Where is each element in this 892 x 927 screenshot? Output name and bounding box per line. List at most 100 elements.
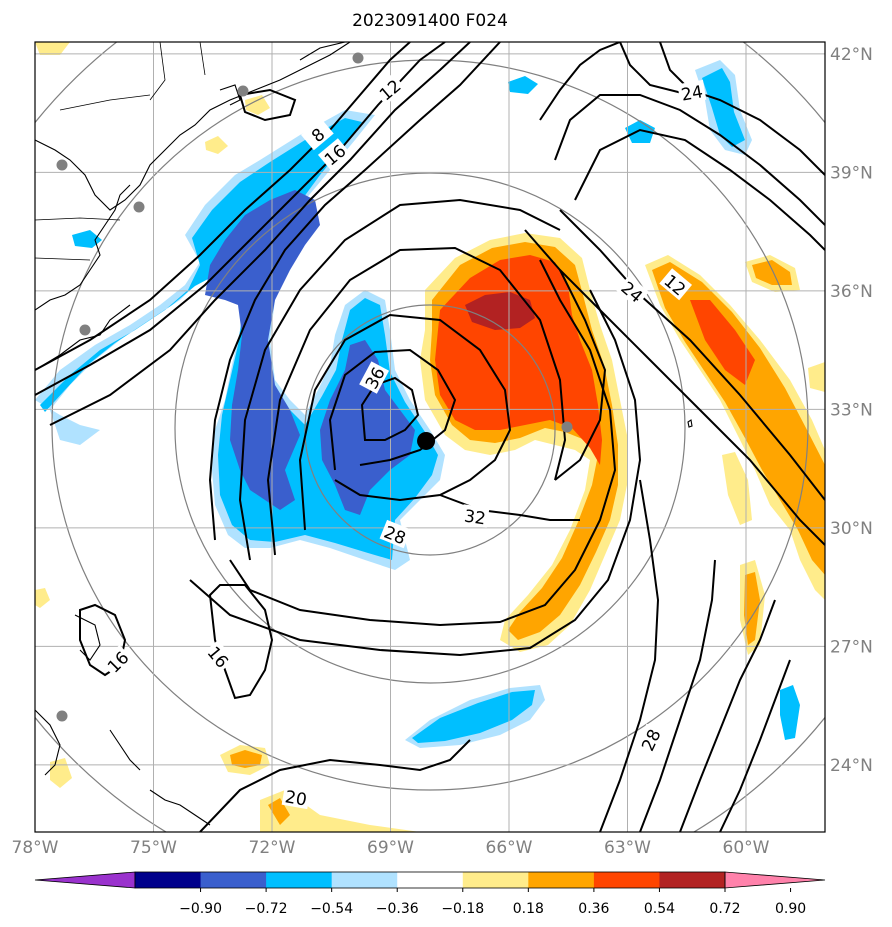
lat-tick-label: 30°N [830, 519, 873, 539]
colorbar-segment [462, 872, 529, 888]
colorbar-tick-label: 0.72 [709, 901, 740, 917]
shade-blue-small-west [72, 230, 102, 248]
shade-blue-ne-small [508, 76, 538, 94]
shade-yellow-small6 [35, 588, 50, 608]
state-border-1 [35, 217, 121, 221]
station-dot [56, 710, 68, 722]
lon-tick-label: 69°W [367, 838, 414, 858]
colorbar-frame [134, 871, 726, 889]
shade-yellow-small5 [245, 95, 270, 115]
chart-title: 2023091400 F024 [352, 11, 508, 31]
shade-red-east-band [690, 300, 755, 385]
contour-east-24b [679, 599, 776, 832]
contour-east-28 [599, 479, 660, 832]
contour-8 [35, 42, 411, 371]
coastline-cape-cod [219, 84, 241, 106]
contour-label-bg [616, 275, 650, 308]
colorbar-tick-label: 0.18 [513, 901, 544, 917]
map-frame [34, 41, 826, 833]
contour-label: 32 [460, 504, 490, 529]
colorbar-segment [135, 872, 202, 888]
coastline-nova-scotia [299, 42, 346, 61]
colorbar [34, 871, 826, 889]
colorbar-tick-label: −0.18 [441, 901, 484, 917]
contour-16 [49, 42, 471, 426]
contour-east-28b [639, 559, 716, 832]
state-border-3 [59, 94, 151, 111]
contour-28 [266, 246, 567, 556]
contours [35, 42, 825, 832]
contour-24-west [238, 198, 561, 561]
shade-darkblue-core [205, 190, 320, 510]
lat-tick-label: 36°N [830, 282, 873, 302]
colorbar-tick-label: −0.90 [179, 901, 222, 917]
shade-yellow-small8 [35, 42, 70, 55]
station-dot [561, 421, 573, 433]
shade-blue-band-south [412, 690, 535, 743]
colorbar-segment [397, 872, 464, 888]
contour-label-bg [372, 73, 406, 106]
shade-darkblue-east [320, 340, 415, 515]
lat-tick-label: 39°N [830, 163, 873, 183]
lat-tick-label: 24°N [830, 756, 873, 776]
shade-darkred-core [465, 292, 535, 330]
shade-blue-east [780, 685, 800, 740]
colorbar-tick-label: −0.54 [310, 901, 353, 917]
shade-yellow-east3 [722, 452, 752, 525]
lat-tick-label: 27°N [830, 637, 873, 657]
contour-36-inner [360, 376, 420, 441]
coastline-bahamas-b [35, 709, 61, 776]
contour-32 [298, 313, 512, 531]
contour-label-bg [659, 268, 693, 301]
contour-east-24 [539, 42, 621, 121]
contour-label: 24 [677, 79, 707, 106]
contour-label-bg [101, 645, 134, 678]
colorbar-segment [200, 872, 267, 888]
contour-20-loop [189, 289, 642, 657]
lon-tick-labels: 78°W 75°W 72°W 69°W 66°W 63°W 60°W [12, 838, 770, 858]
lon-tick-label: 75°W [130, 838, 177, 858]
lon-tick-label: 66°W [486, 838, 533, 858]
contour-east-24c [719, 659, 791, 832]
contour-28-tail [554, 269, 607, 481]
contour-east-ne-24 [659, 42, 825, 176]
shade-blue-ne [702, 68, 745, 147]
station-dot [237, 85, 249, 97]
shade-yellow-small7 [50, 758, 72, 788]
colorbar-tick-label: 0.90 [775, 901, 806, 917]
contour-label-bg [460, 504, 490, 528]
contour-20-south [199, 739, 471, 832]
shade-yellow-small9 [808, 362, 825, 392]
shade-orange-east2 [744, 572, 760, 645]
range-ring-1 [304, 304, 556, 556]
contour-24-loop [229, 259, 617, 627]
shade-yellow-small3 [260, 790, 420, 832]
lon-tick-label: 72°W [249, 838, 296, 858]
station-dot [133, 201, 145, 213]
shade-orange-small2 [230, 750, 262, 768]
coastline-northeast-us [35, 42, 351, 211]
contour-label-bg [317, 138, 351, 171]
colorbar-extend-high [724, 871, 826, 889]
state-border-5 [199, 42, 206, 76]
contour-label: 28 [635, 723, 666, 756]
coastline-mid-atlantic [35, 184, 131, 311]
colorbar-tick-label: 0.54 [644, 901, 675, 917]
colorbar-segment [331, 872, 398, 888]
contour-label-bg [202, 639, 235, 673]
colorbar-segment [593, 872, 660, 888]
station-dot [352, 52, 364, 64]
lon-tick-label: 63°W [604, 838, 651, 858]
lat-tick-label: 42°N [830, 45, 873, 65]
contour-label-bg [281, 784, 311, 810]
contour-label-text: 20 [283, 787, 308, 810]
colorbar-segment [266, 872, 333, 888]
shade-yellow-small4 [205, 136, 228, 154]
coastline-bahamas-c [109, 729, 141, 771]
island-bermuda [687, 419, 693, 428]
contour-20 [208, 42, 501, 541]
contour-ne-small [238, 88, 297, 122]
contour-label-bg [359, 361, 390, 394]
colorbar-segment [528, 872, 595, 888]
